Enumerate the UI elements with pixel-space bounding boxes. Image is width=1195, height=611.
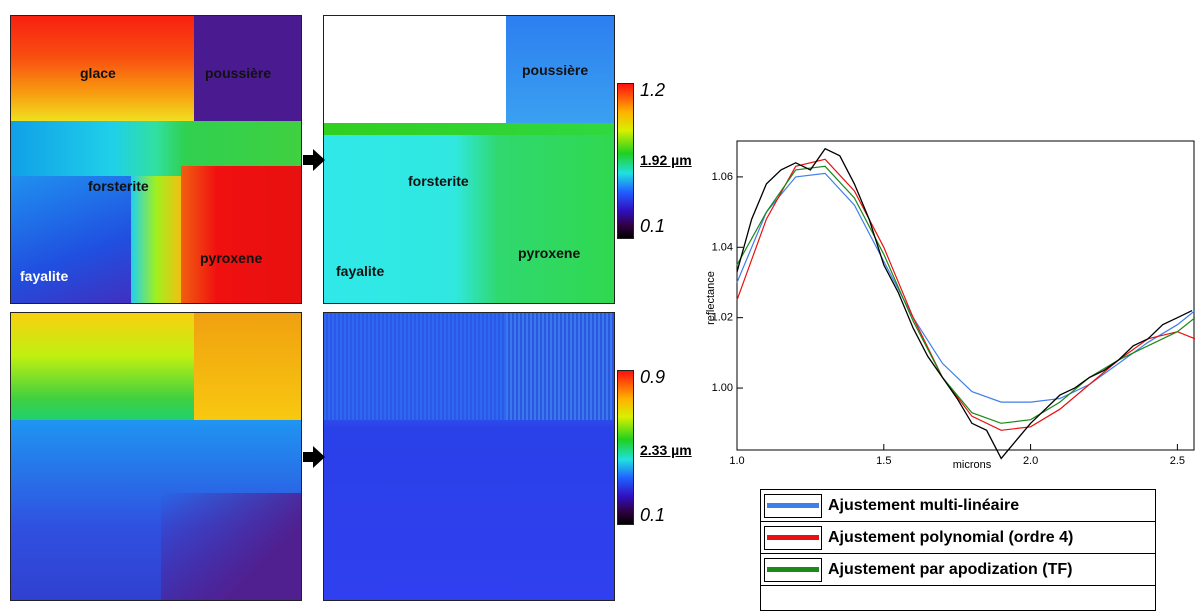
x-tick-label: 2.5 bbox=[1170, 455, 1185, 467]
colorbar bbox=[617, 83, 634, 239]
x-tick-label: 1.0 bbox=[729, 455, 744, 467]
series-line bbox=[736, 165, 1195, 424]
heatmap bbox=[10, 15, 302, 304]
legend-entry: Ajustement multi-linéaire bbox=[761, 490, 1155, 522]
legend-swatch bbox=[764, 525, 822, 550]
legend-swatch bbox=[764, 493, 822, 518]
colorbar bbox=[617, 370, 634, 525]
series-line bbox=[736, 158, 1195, 431]
legend-line bbox=[767, 534, 819, 540]
colorbar-max: 0.9 bbox=[640, 367, 666, 387]
y-axis-label: reflectance bbox=[705, 271, 717, 325]
colorbar-label: 2.33 µm bbox=[640, 442, 692, 458]
legend: Ajustement multi-linéaire Ajustement poly… bbox=[760, 489, 1156, 611]
map-label: forsterite bbox=[88, 178, 149, 194]
y-tick-label: 1.06 bbox=[712, 171, 733, 183]
legend-swatch bbox=[764, 557, 822, 582]
legend-label: Ajustement multi-linéaire bbox=[828, 496, 1020, 514]
plot-frame bbox=[736, 140, 1195, 451]
map-label: glace bbox=[80, 65, 116, 81]
x-tick-label: 2.0 bbox=[1023, 455, 1038, 467]
x-tick-label: 1.5 bbox=[876, 455, 891, 467]
map-label: pyroxene bbox=[518, 245, 581, 261]
series-line bbox=[736, 147, 1193, 460]
legend-label: Ajustement par apodization (TF) bbox=[828, 560, 1073, 578]
legend-label: Ajustement polynomial (ordre 4) bbox=[828, 528, 1074, 546]
legend-line bbox=[767, 566, 819, 572]
map-label: poussière bbox=[205, 65, 272, 81]
arrow bbox=[303, 149, 325, 171]
y-tick-label: 1.02 bbox=[712, 312, 733, 324]
y-tick-label: 1.00 bbox=[712, 382, 733, 394]
colorbar-label: 1.92 µm bbox=[640, 152, 692, 168]
map-label: poussière bbox=[522, 62, 589, 78]
arrow bbox=[303, 446, 325, 468]
map-label: fayalite bbox=[336, 263, 385, 279]
series-line bbox=[736, 172, 1195, 403]
chart: microns reflectance 1.0 1.5 2.0 2.5 1.00 1.02… bbox=[705, 140, 1195, 471]
colorbar-min: 0.1 bbox=[640, 216, 666, 236]
x-axis-label: microns bbox=[953, 459, 992, 471]
heatmap bbox=[323, 15, 615, 304]
map-label: fayalite bbox=[20, 268, 69, 284]
legend-line bbox=[767, 502, 819, 508]
colorbar-max: 1.2 bbox=[640, 80, 666, 100]
heatmap bbox=[10, 312, 302, 601]
heatmap bbox=[323, 312, 615, 601]
colorbar-min: 0.1 bbox=[640, 505, 666, 525]
legend-entry: Ajustement par apodization (TF) bbox=[761, 554, 1155, 586]
legend-entry: Ajustement polynomial (ordre 4) bbox=[761, 522, 1155, 554]
y-tick-label: 1.04 bbox=[712, 241, 733, 253]
map-label: forsterite bbox=[408, 173, 469, 189]
map-label: pyroxene bbox=[200, 250, 263, 266]
